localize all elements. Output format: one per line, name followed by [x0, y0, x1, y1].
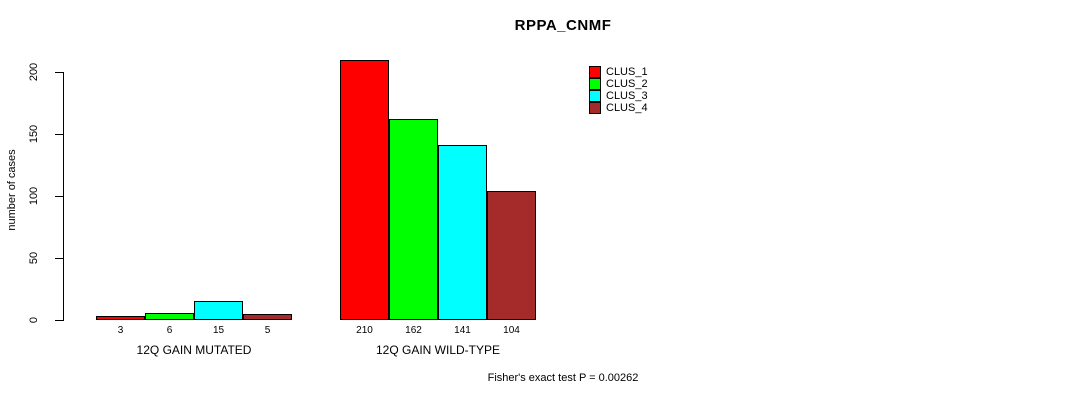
legend-item: CLUS_3: [589, 90, 648, 102]
bar-value-label: 6: [166, 325, 173, 336]
bar-value-label: 104: [503, 325, 520, 336]
legend-swatch-icon: [589, 102, 601, 114]
legend-label: CLUS_2: [606, 78, 648, 90]
bar-clus_3: [194, 301, 243, 320]
group-label: 12Q GAIN MUTATED: [136, 343, 252, 357]
bar-value-label: 141: [454, 325, 471, 336]
y-tick-label: 150: [28, 124, 40, 144]
bar-value-label: 15: [212, 325, 225, 336]
y-tick-label: 0: [28, 316, 40, 324]
y-tick: [55, 195, 63, 197]
legend-item: CLUS_4: [589, 102, 648, 114]
fisher-test-annotation: Fisher's exact test P = 0.00262: [487, 372, 639, 384]
y-tick: [55, 133, 63, 135]
bar-clus_4: [243, 314, 292, 320]
bar-value-label: 5: [264, 325, 271, 336]
bar-clus_1: [96, 316, 145, 320]
bar-clus_1: [340, 60, 389, 320]
legend-item: CLUS_1: [589, 66, 648, 78]
legend-label: CLUS_1: [606, 66, 648, 78]
legend-swatch-icon: [589, 66, 601, 78]
legend-label: CLUS_3: [606, 90, 648, 102]
legend-swatch-icon: [589, 78, 601, 90]
y-tick-label: 50: [28, 251, 40, 265]
bar-value-label: 3: [117, 325, 124, 336]
y-axis-label: number of cases: [6, 149, 18, 231]
y-tick: [55, 257, 63, 259]
legend-label: CLUS_4: [606, 102, 648, 114]
bar-clus_3: [438, 145, 487, 320]
bar-clus_2: [389, 119, 438, 320]
legend-item: CLUS_2: [589, 78, 648, 90]
group-label: 12Q GAIN WILD-TYPE: [375, 343, 501, 357]
chart-title: RPPA_CNMF: [514, 17, 612, 34]
legend-swatch-icon: [589, 90, 601, 102]
y-tick-label: 200: [28, 62, 40, 82]
y-tick: [55, 71, 63, 73]
bar-clus_2: [145, 313, 194, 320]
bar-clus_4: [487, 191, 536, 320]
bar-value-label: 210: [356, 325, 373, 336]
legend: CLUS_1 CLUS_2 CLUS_3 CLUS_4: [589, 66, 648, 114]
y-axis-line: [63, 72, 64, 321]
bar-value-label: 162: [405, 325, 422, 336]
y-tick-label: 100: [28, 186, 40, 206]
y-tick: [55, 319, 63, 321]
